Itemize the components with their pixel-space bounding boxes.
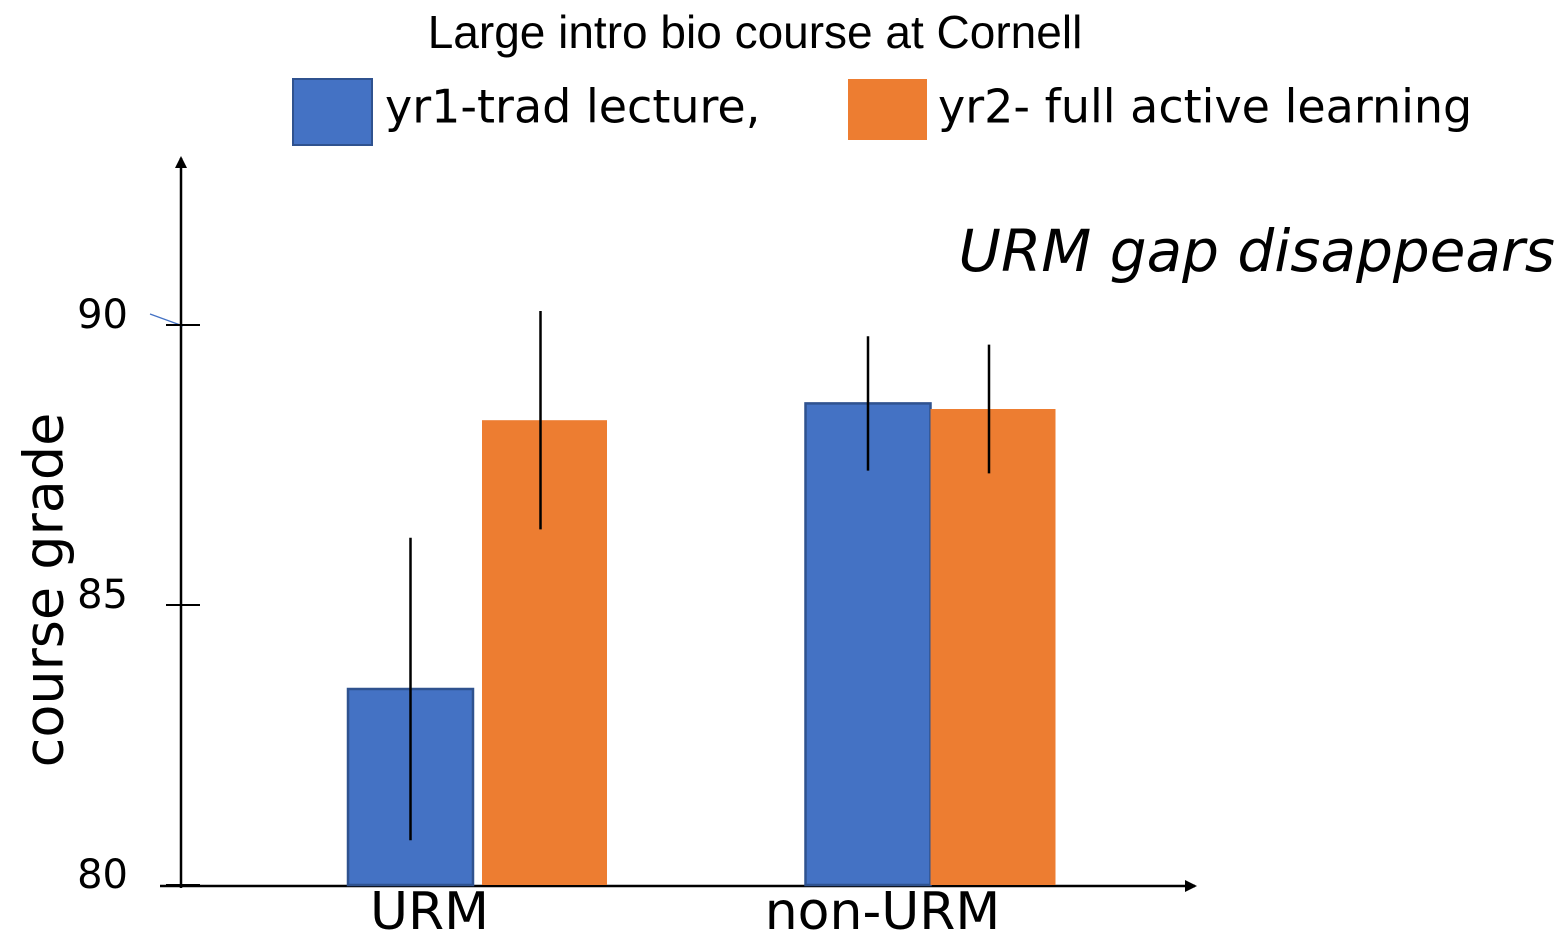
bar <box>804 402 932 887</box>
y-tick-label: 85 <box>77 572 128 618</box>
x-tick-label: non-URM <box>765 882 1001 942</box>
legend-swatch <box>292 78 373 146</box>
legend-label: yr2- full active learning <box>938 80 1472 134</box>
y-tick-label: 90 <box>77 292 128 338</box>
bar <box>930 409 1056 885</box>
chart-title: Large intro bio course at Cornell <box>428 6 1083 58</box>
x-tick-label: URM <box>370 882 489 942</box>
legend-label: yr1-trad lecture, <box>385 80 760 134</box>
bar <box>482 420 607 885</box>
y-tick-label: 80 <box>77 852 128 898</box>
legend-swatch <box>848 79 927 140</box>
y-axis-label: course grade <box>13 413 76 768</box>
annotation: URM gap disappears <box>959 217 1555 285</box>
